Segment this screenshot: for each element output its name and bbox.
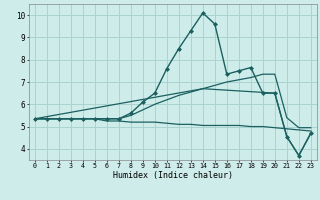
X-axis label: Humidex (Indice chaleur): Humidex (Indice chaleur) (113, 171, 233, 180)
